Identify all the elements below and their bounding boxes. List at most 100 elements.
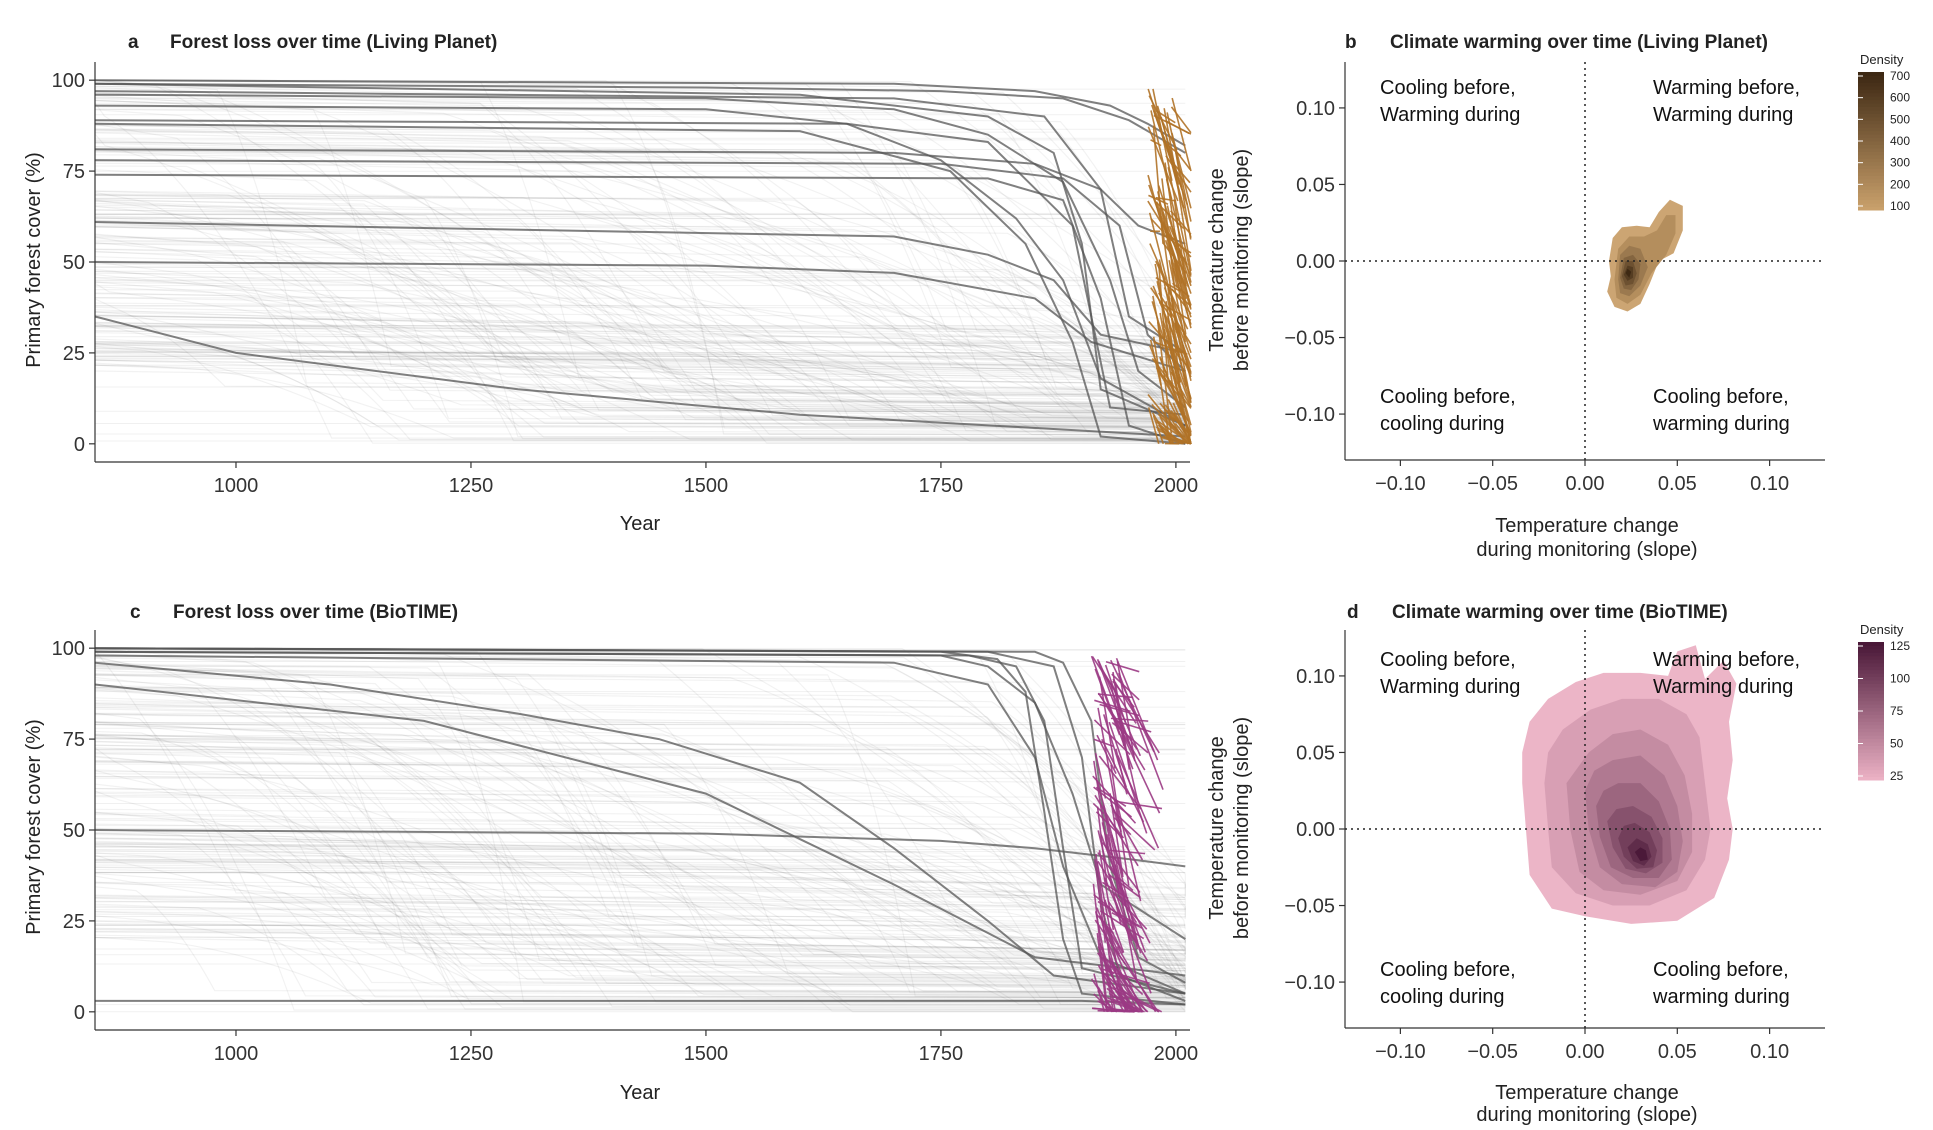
legend-gradient-step	[1858, 718, 1884, 722]
legend-gradient-step	[1858, 158, 1884, 162]
panel-b-title: Climate warming over time (Living Planet…	[1390, 32, 1768, 53]
panel-d-y-tick-label: −0.05	[1284, 896, 1335, 918]
legend-gradient-step	[1858, 151, 1884, 155]
panel-a-y-tick-label: 75	[63, 161, 85, 183]
legend-gradient-step	[1858, 663, 1884, 667]
panel-b-letter: b	[1345, 32, 1357, 53]
panel-a-y-tick-label: 100	[52, 70, 85, 92]
panel-d-title: Climate warming over time (BioTIME)	[1392, 602, 1728, 623]
legend-gradient-step	[1858, 721, 1884, 725]
panel-d-x-tick-label: 0.10	[1750, 1041, 1789, 1063]
legend-gradient-step	[1858, 735, 1884, 739]
quadrant-label-bottom-right: warming during	[1652, 413, 1790, 435]
panel-d-x-tick-label: −0.10	[1375, 1041, 1426, 1063]
quadrant-label-bottom-left: Cooling before,	[1380, 959, 1516, 981]
legend-gradient-step	[1858, 113, 1884, 117]
legend-gradient-step	[1858, 704, 1884, 708]
quadrant-label-top-left: Cooling before,	[1380, 77, 1516, 99]
panel-b-y-tick-label: 0.00	[1296, 251, 1335, 273]
legend-gradient-step	[1858, 642, 1884, 646]
panel-b-quadrant-labels: Cooling before, Warming during Warming b…	[1380, 77, 1800, 435]
panel-d-x-label-line1: Temperature change	[1495, 1082, 1678, 1104]
legend-gradient-step	[1858, 683, 1884, 687]
panel-d-y-tick-label: 0.00	[1296, 819, 1335, 841]
quadrant-label-bottom-left: cooling during	[1380, 413, 1505, 435]
panel-c-y-tick-label: 0	[74, 1002, 85, 1024]
panel-a-lines	[95, 80, 1191, 444]
quadrant-label-bottom-right: Cooling before,	[1653, 386, 1789, 408]
panel-c-letter: c	[130, 602, 141, 623]
quadrant-label-top-left: Cooling before,	[1380, 649, 1516, 671]
panel-b-x-tick-label: −0.10	[1375, 473, 1426, 495]
panel-c-lines	[95, 648, 1185, 1012]
legend-gradient-step	[1858, 670, 1884, 674]
quadrant-label-bottom-left: cooling during	[1380, 986, 1505, 1008]
panel-c-y-tick-label: 50	[63, 820, 85, 842]
legend-gradient-step	[1858, 207, 1884, 211]
legend-tick-label: 100	[1890, 672, 1910, 686]
panel-b-x-label-line2: during monitoring (slope)	[1476, 539, 1697, 561]
legend-gradient-step	[1858, 120, 1884, 124]
panel-b-y-label-line1: Temperature change	[1206, 168, 1228, 351]
legend-gradient-step	[1858, 759, 1884, 763]
quadrant-label-top-right: Warming before,	[1653, 77, 1800, 99]
legend-gradient-step	[1858, 742, 1884, 746]
panel-c-x-tick-label: 1250	[449, 1043, 494, 1065]
legend-gradient-step	[1858, 680, 1884, 684]
legend-gradient-step	[1858, 110, 1884, 114]
panel-d-x-tick-label: 0.05	[1658, 1041, 1697, 1063]
panel-a-x-tick-label: 2000	[1154, 475, 1199, 497]
panel-a-x-tick-label: 1250	[449, 475, 494, 497]
panel-a-x-tick-label: 1000	[214, 475, 259, 497]
legend-gradient-step	[1858, 148, 1884, 152]
legend-gradient-step	[1858, 752, 1884, 756]
legend-gradient-step	[1858, 127, 1884, 131]
legend-tick-label: 200	[1890, 177, 1910, 191]
panel-c-x-tick-label: 1500	[684, 1043, 729, 1065]
panel-b: b Climate warming over time (Living Plan…	[1206, 32, 1910, 561]
legend-gradient-step	[1858, 169, 1884, 173]
panel-d-y-tick-label: −0.10	[1284, 972, 1335, 994]
legend-gradient-step	[1858, 186, 1884, 190]
legend-tick-label: 100	[1890, 199, 1910, 213]
legend-tick-label: 300	[1890, 156, 1910, 170]
legend-gradient-step	[1858, 756, 1884, 760]
legend-tick-label: 600	[1890, 91, 1910, 105]
legend-tick-label: 50	[1890, 737, 1904, 751]
legend-gradient-step	[1858, 72, 1884, 76]
panel-b-x-tick-label: 0.05	[1658, 473, 1697, 495]
legend-gradient-step	[1858, 763, 1884, 767]
legend-gradient-step	[1858, 666, 1884, 670]
legend-gradient-step	[1858, 107, 1884, 111]
legend-gradient-step	[1858, 697, 1884, 701]
panel-c-y-tick-label: 75	[63, 729, 85, 751]
legend-tick-label: 75	[1890, 704, 1904, 718]
panel-c-y-tick-label: 100	[52, 638, 85, 660]
panel-c-y-tick-label: 25	[63, 911, 85, 933]
legend-gradient-step	[1858, 93, 1884, 97]
legend-gradient-step	[1858, 144, 1884, 148]
legend-gradient-step	[1858, 694, 1884, 698]
legend-gradient-step	[1858, 82, 1884, 86]
legend-gradient-step	[1858, 124, 1884, 128]
panel-c-x-tick-label: 2000	[1154, 1043, 1199, 1065]
panel-b-y-tick-label: 0.10	[1296, 98, 1335, 120]
panel-b-legend-title: Density	[1860, 52, 1904, 67]
quadrant-label-top-left: Warming during	[1380, 104, 1520, 126]
legend-gradient-step	[1858, 131, 1884, 135]
legend-gradient-step	[1858, 141, 1884, 145]
legend-gradient-step	[1858, 690, 1884, 694]
panel-b-y-label-line2: before monitoring (slope)	[1231, 149, 1253, 371]
legend-gradient-step	[1858, 196, 1884, 200]
legend-tick-label: 400	[1890, 134, 1910, 148]
legend-gradient-step	[1858, 714, 1884, 718]
panel-d-y-label-line2: before monitoring (slope)	[1231, 717, 1253, 939]
panel-b-x-tick-label: −0.05	[1467, 473, 1518, 495]
panel-d-x-tick-label: −0.05	[1467, 1041, 1518, 1063]
legend-gradient-step	[1858, 725, 1884, 729]
panel-a: a Forest loss over time (Living Planet) …	[23, 32, 1198, 535]
